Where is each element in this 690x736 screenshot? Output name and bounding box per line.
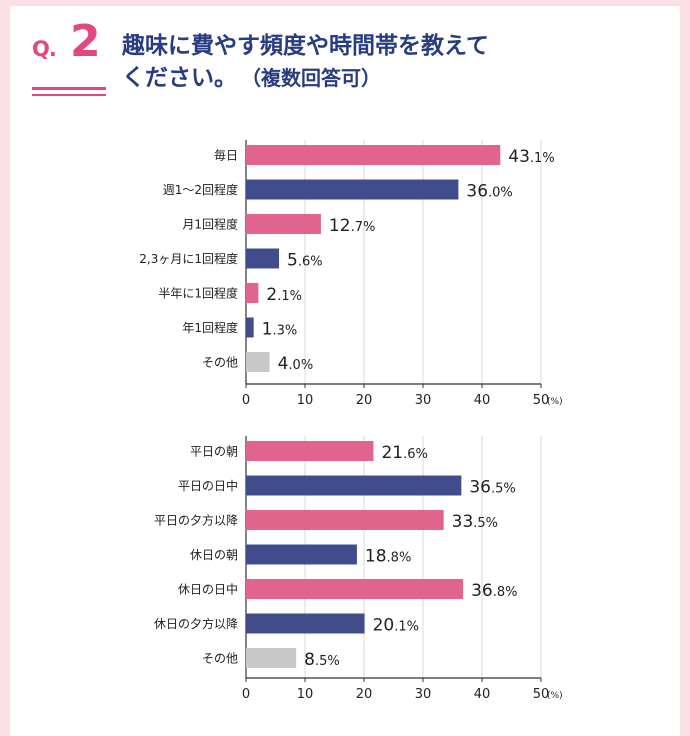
bar — [246, 579, 464, 599]
category-label: 半年に1回程度 — [158, 286, 238, 301]
bar — [246, 510, 444, 530]
bar — [246, 145, 501, 165]
bar — [246, 179, 459, 200]
underline-decoration — [32, 94, 106, 96]
bar — [246, 248, 280, 269]
unit-label: (%) — [547, 691, 563, 701]
question-title: 趣味に費やす頻度や時間帯を教えて ください。 （複数回答可） — [122, 30, 642, 94]
x-tick-label: 0 — [242, 687, 250, 702]
category-label: 休日の朝 — [190, 548, 238, 562]
bar — [246, 214, 321, 234]
data-label: 20.1% — [373, 616, 419, 636]
x-tick-label: 10 — [297, 687, 314, 702]
data-label: 5.6% — [287, 251, 323, 271]
x-tick-label: 50 — [533, 687, 550, 702]
x-tick-label: 50 — [533, 393, 550, 408]
category-label: 2,3ヶ月に1回程度 — [139, 251, 238, 266]
x-tick-label: 0 — [242, 393, 250, 408]
title-note: （複数回答可） — [251, 66, 381, 90]
title-line-2: ください。 — [122, 65, 237, 91]
x-tick-label: 20 — [356, 393, 373, 408]
question-number: 2 — [70, 16, 101, 67]
category-label: その他 — [202, 356, 238, 370]
bar — [246, 544, 357, 565]
underline-decoration — [32, 87, 106, 90]
category-label: 年1回程度 — [182, 320, 238, 335]
title-line-1: 趣味に費やす頻度や時間帯を教えて — [122, 33, 489, 59]
data-label: 33.5% — [452, 512, 498, 532]
question-prefix: Q. — [32, 37, 57, 61]
category-label: 週1〜2回程度 — [163, 182, 238, 197]
data-label: 4.0% — [278, 354, 314, 374]
category-label: 平日の夕方以降 — [154, 513, 238, 528]
data-label: 43.1% — [508, 147, 554, 167]
category-label: 休日の夕方以降 — [154, 616, 238, 631]
bar — [246, 283, 259, 303]
x-tick-label: 30 — [415, 393, 432, 408]
category-label: 月1回程度 — [182, 217, 238, 232]
x-tick-label: 40 — [474, 393, 491, 408]
bar — [246, 613, 365, 634]
data-label: 36.8% — [471, 581, 517, 601]
data-label: 36.5% — [469, 478, 515, 498]
bar — [246, 317, 254, 338]
data-label: 18.8% — [365, 547, 411, 567]
x-tick-label: 30 — [415, 687, 432, 702]
bar — [246, 352, 270, 372]
data-label: 36.0% — [466, 182, 512, 202]
question-number-badge: Q. 2 — [32, 20, 112, 104]
category-label: 毎日 — [214, 148, 238, 163]
data-label: 2.1% — [266, 285, 302, 305]
x-tick-label: 10 — [297, 393, 314, 408]
bar — [246, 648, 297, 668]
category-label: その他 — [202, 652, 238, 666]
x-tick-label: 20 — [356, 687, 373, 702]
bar — [246, 475, 462, 496]
bar — [246, 441, 374, 461]
category-label: 休日の日中 — [178, 582, 238, 597]
data-label: 21.6% — [381, 443, 427, 463]
data-label: 1.3% — [262, 320, 298, 340]
unit-label: (%) — [547, 397, 563, 407]
category-label: 平日の朝 — [190, 445, 238, 459]
data-label: 8.5% — [304, 650, 340, 670]
data-label: 12.7% — [329, 216, 375, 236]
x-tick-label: 40 — [474, 687, 491, 702]
category-label: 平日の日中 — [178, 478, 238, 493]
